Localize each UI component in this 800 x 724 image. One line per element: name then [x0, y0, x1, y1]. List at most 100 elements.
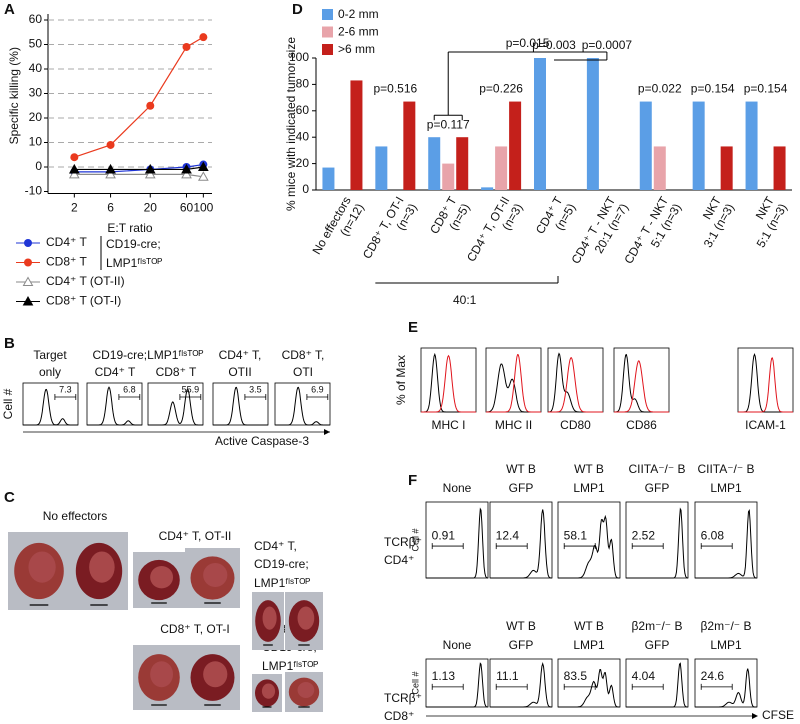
legend-marker — [24, 258, 32, 267]
group-label: 40:1 — [453, 293, 477, 307]
arrow-head — [324, 429, 330, 435]
sample-title: CD8⁺ T — [156, 365, 197, 379]
p-value: p=0.117 — [427, 117, 470, 131]
y-tick-label: 40 — [296, 129, 310, 143]
series-line — [74, 36, 204, 158]
p-value: p=0.516 — [373, 82, 417, 96]
plot-frame — [212, 382, 269, 426]
x-tick-label: 100 — [193, 201, 213, 215]
sample-title: β2m⁻/⁻ B — [632, 619, 683, 633]
gate-value: 3.5 — [249, 384, 262, 394]
group-label: CD19-cre;LMP1ᶠˡˢᵀᴼᴾ — [92, 348, 203, 362]
sample-title: OTII — [228, 365, 251, 379]
legend-marker — [24, 239, 32, 247]
y-tick-label: 20 — [29, 110, 43, 124]
sample-title: GFP — [509, 638, 534, 652]
data-point — [105, 163, 116, 174]
sample-title: GFP — [509, 481, 534, 495]
sample-title: None — [443, 481, 472, 495]
group-label: No effectors — [43, 509, 107, 523]
sample-title: GFP — [645, 481, 670, 495]
gate-value: 4.04 — [632, 669, 656, 683]
sample-title: LMP1 — [573, 481, 605, 495]
plot-frame — [22, 382, 79, 426]
plot-frame — [694, 658, 758, 708]
gate-value: 11.1 — [496, 669, 519, 683]
sample-title: WT B — [574, 462, 604, 476]
legend-group-label: CD19-cre; — [106, 237, 161, 251]
tissue — [297, 606, 315, 630]
tissue — [89, 551, 115, 583]
marker-label: MHC II — [495, 418, 532, 432]
histogram — [548, 357, 603, 413]
plot-frame — [737, 347, 794, 413]
tissue — [203, 661, 228, 688]
histogram — [421, 354, 476, 413]
sample-title: WT B — [574, 619, 604, 633]
y-axis-label: % of Max — [394, 355, 408, 405]
data-point — [70, 153, 79, 162]
gate-value: 6.08 — [701, 528, 725, 542]
plot-frame — [274, 382, 331, 426]
bar — [586, 58, 599, 190]
plot-frame — [147, 382, 204, 426]
data-point — [182, 42, 191, 51]
bar — [534, 58, 546, 190]
gate-value: 0.91 — [432, 528, 456, 542]
bar — [720, 146, 733, 190]
marker-label: CD86 — [626, 418, 657, 432]
y-tick-label: 80 — [296, 77, 310, 91]
legend-marker — [22, 276, 34, 286]
data-point — [68, 163, 80, 174]
bar — [428, 137, 441, 190]
panel-letter: E — [408, 319, 418, 336]
panel-letter: A — [4, 1, 15, 18]
plot-frame — [547, 347, 604, 413]
row-label: TCRβ⁺ — [384, 691, 422, 705]
sample-title: β2m⁻/⁻ B — [701, 619, 752, 633]
panel-letter: D — [292, 1, 303, 18]
bar — [375, 146, 388, 190]
panel-letter: C — [4, 489, 15, 506]
gate-value: 58.1 — [564, 528, 588, 542]
x-axis-label: E:T ratio — [107, 221, 152, 235]
legend-label: CD4⁺ T (OT-II) — [46, 274, 125, 288]
tissue — [261, 683, 276, 699]
sample-title: LMP1 — [710, 481, 742, 495]
gate-value: 6.8 — [123, 384, 136, 394]
sample-title: CIITA⁻/⁻ B — [697, 462, 754, 476]
histogram — [426, 507, 489, 579]
arrow-head — [752, 713, 758, 719]
data-point — [181, 163, 192, 174]
group-label: CD4⁺ T, OT-II — [159, 529, 232, 543]
gate-value: 55.9 — [182, 384, 200, 394]
data-point — [146, 101, 155, 110]
bar — [745, 101, 758, 190]
histogram — [490, 509, 552, 579]
data-point — [197, 171, 209, 181]
histogram — [695, 509, 757, 579]
sample-title: Target — [33, 348, 67, 362]
sample-title: CD4⁺ T, — [219, 348, 262, 362]
sample-title: LMP1 — [710, 638, 742, 652]
histogram — [148, 388, 203, 426]
panel-letter: B — [4, 335, 15, 352]
plot-frame — [485, 347, 542, 413]
sample-title: None — [443, 638, 472, 652]
y-tick-label: 30 — [29, 86, 43, 100]
gate-value: 1.13 — [432, 669, 456, 683]
histogram — [558, 514, 620, 579]
histogram — [490, 661, 552, 708]
histogram — [626, 662, 688, 708]
sample-title: LMP1 — [573, 638, 605, 652]
histogram — [626, 507, 689, 579]
p-value: p=0.154 — [744, 82, 788, 96]
tissue — [262, 606, 277, 630]
y-tick-label: -10 — [25, 184, 43, 198]
y-tick-label: 40 — [29, 61, 43, 75]
row-label: CD8⁺ — [384, 709, 414, 723]
y-axis-label: Cell # — [410, 528, 420, 551]
histogram — [738, 353, 793, 413]
gate-value: 83.5 — [564, 669, 588, 683]
sample-title: only — [39, 365, 61, 379]
